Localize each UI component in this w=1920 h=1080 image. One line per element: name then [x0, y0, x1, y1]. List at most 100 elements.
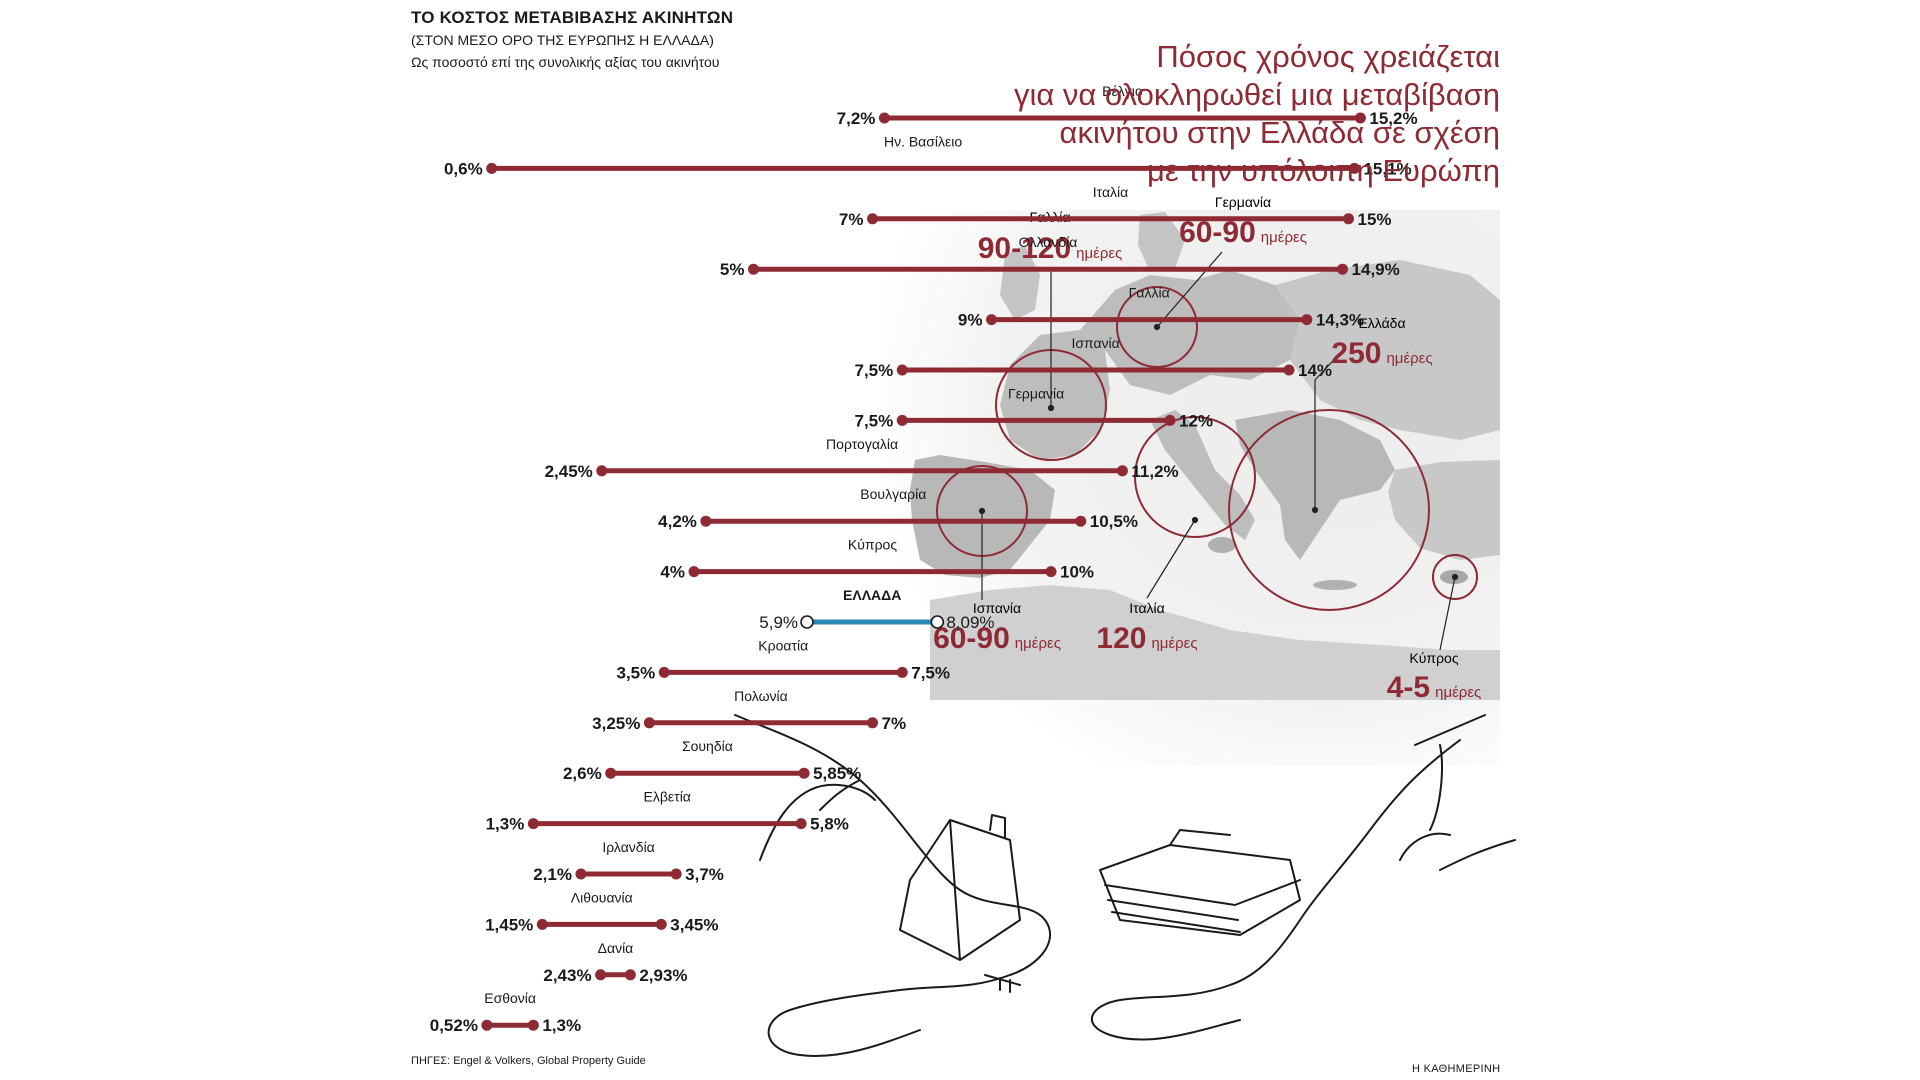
country-label: Κροατία	[758, 637, 808, 653]
max-point	[930, 615, 945, 629]
callout-france-value: 90-120 ημέρες	[978, 232, 1123, 265]
min-point	[481, 1019, 493, 1031]
max-value-label: 10,5%	[1090, 512, 1138, 531]
min-value-label: 7%	[839, 210, 864, 229]
min-value-label: 2,45%	[545, 462, 593, 481]
callout-germany-country: Γερμανία	[1215, 194, 1271, 210]
right-hand-outline	[1090, 739, 1516, 1041]
min-value-label: 3,5%	[617, 663, 656, 682]
min-point	[575, 868, 587, 880]
max-point	[795, 818, 807, 830]
callout-cyprus-value: 4-5 ημέρες	[1387, 671, 1481, 704]
max-value-label: 2,93%	[639, 966, 687, 985]
min-point	[536, 918, 548, 930]
min-value-label: 0,6%	[444, 159, 483, 178]
chart-note: Ως ποσοστό επί της συνολικής αξίας του α…	[411, 54, 720, 70]
max-value-label: 1,3%	[542, 1016, 581, 1035]
max-value-label: 10%	[1060, 563, 1094, 582]
callout-spain-country: Ισπανία	[973, 600, 1021, 616]
leader-italy	[1146, 519, 1196, 599]
min-point	[896, 364, 908, 376]
min-value-label: 1,45%	[485, 915, 533, 934]
min-point	[800, 615, 814, 629]
callout-spain-value: 60-90 ημέρες	[933, 622, 1061, 655]
min-value-label: 4,2%	[658, 512, 697, 531]
map-land-turkey	[1388, 460, 1500, 560]
min-value-label: 2,1%	[533, 865, 572, 884]
max-value-label: 14%	[1298, 361, 1332, 380]
map-land-uk	[1000, 245, 1040, 320]
max-point	[655, 918, 667, 930]
max-value-label: 7%	[882, 714, 907, 733]
max-value-label: 3,7%	[685, 865, 724, 884]
hand-needle-line	[1414, 714, 1486, 746]
min-point	[486, 162, 498, 174]
min-point	[878, 112, 890, 124]
country-label: Ολλανδία	[1019, 234, 1078, 250]
map-land-sicily	[1208, 537, 1236, 553]
max-value-label: 5,85%	[813, 764, 861, 783]
max-value-label: 15%	[1358, 210, 1392, 229]
map-land-scandinavia	[1138, 212, 1185, 272]
min-point	[595, 969, 607, 981]
max-value-label: 5,8%	[810, 815, 849, 834]
min-point	[986, 314, 997, 326]
leader-greece-top	[1314, 347, 1346, 381]
country-label: Ιταλία	[1093, 184, 1129, 200]
min-value-label: 3,25%	[592, 714, 640, 733]
map-land-france	[1000, 330, 1110, 460]
min-point	[748, 263, 759, 275]
callout-italy-value: 120 ημέρες	[1096, 622, 1197, 655]
dot-germany	[1153, 323, 1161, 331]
max-point	[1354, 112, 1366, 124]
dot-spain	[978, 507, 986, 515]
min-point	[643, 717, 655, 729]
dot-italy	[1191, 516, 1199, 524]
min-value-label: 2,43%	[543, 966, 591, 985]
max-point	[1116, 465, 1128, 477]
max-point	[1045, 566, 1057, 578]
map-land-north-africa	[930, 585, 1500, 700]
callout-italy-country: Ιταλία	[1129, 600, 1165, 616]
dot-france	[1047, 404, 1055, 412]
max-point	[1348, 162, 1360, 174]
map-title-line: για να ολοκληρωθεί μια μεταβίβαση	[1013, 77, 1500, 112]
callout-greece-country: Ελλάδα	[1358, 315, 1405, 331]
max-point	[1283, 364, 1295, 376]
country-label: Βουλγαρία	[860, 486, 926, 502]
map-callout-circles	[936, 286, 1478, 611]
min-value-label: 7,5%	[855, 411, 894, 430]
country-label: Ην. Βασίλειο	[884, 133, 962, 149]
key-outline	[984, 974, 1021, 993]
min-value-label: 4%	[660, 563, 685, 582]
max-point	[624, 969, 636, 981]
circle-cyprus	[1432, 554, 1478, 600]
max-value-label: 3,45%	[670, 915, 718, 934]
max-point	[670, 868, 682, 880]
min-point	[527, 818, 539, 830]
country-label: Ιρλανδία	[602, 839, 654, 855]
max-point	[1075, 515, 1087, 527]
leader-cyprus	[1439, 576, 1456, 651]
chart-title: ΤΟ ΚΟΣΤΟΣ ΜΕΤΑΒΙΒΑΣΗΣ ΑΚΙΝΗΤΩΝ	[411, 8, 734, 27]
max-value-label: 8,09%	[946, 613, 994, 632]
max-point	[1343, 213, 1354, 225]
max-point	[896, 666, 908, 678]
publisher-brand: Η ΚΑΘΗΜΕΡΙΝΗ	[1412, 1063, 1501, 1075]
max-point	[527, 1019, 539, 1031]
min-value-label: 0,52%	[430, 1016, 478, 1035]
country-label: Γαλλία	[1129, 285, 1170, 301]
country-label: Κύπρος	[848, 537, 897, 553]
chart-subtitle: (ΣΤΟΝ ΜΕΣΟ ΟΡΟ ΤΗΣ ΕΥΡΩΠΗΣ Η ΕΛΛΑΔΑ)	[411, 32, 714, 48]
min-point	[605, 767, 617, 779]
map-land-crete	[1313, 580, 1357, 590]
callout-greece-value: 250 ημέρες	[1331, 337, 1432, 370]
min-point	[658, 666, 670, 678]
max-value-label: 15,2%	[1369, 109, 1417, 128]
max-point	[1301, 314, 1313, 326]
min-point	[596, 465, 608, 477]
country-label: Πορτογαλία	[826, 436, 898, 452]
circle-germany	[1116, 286, 1198, 368]
